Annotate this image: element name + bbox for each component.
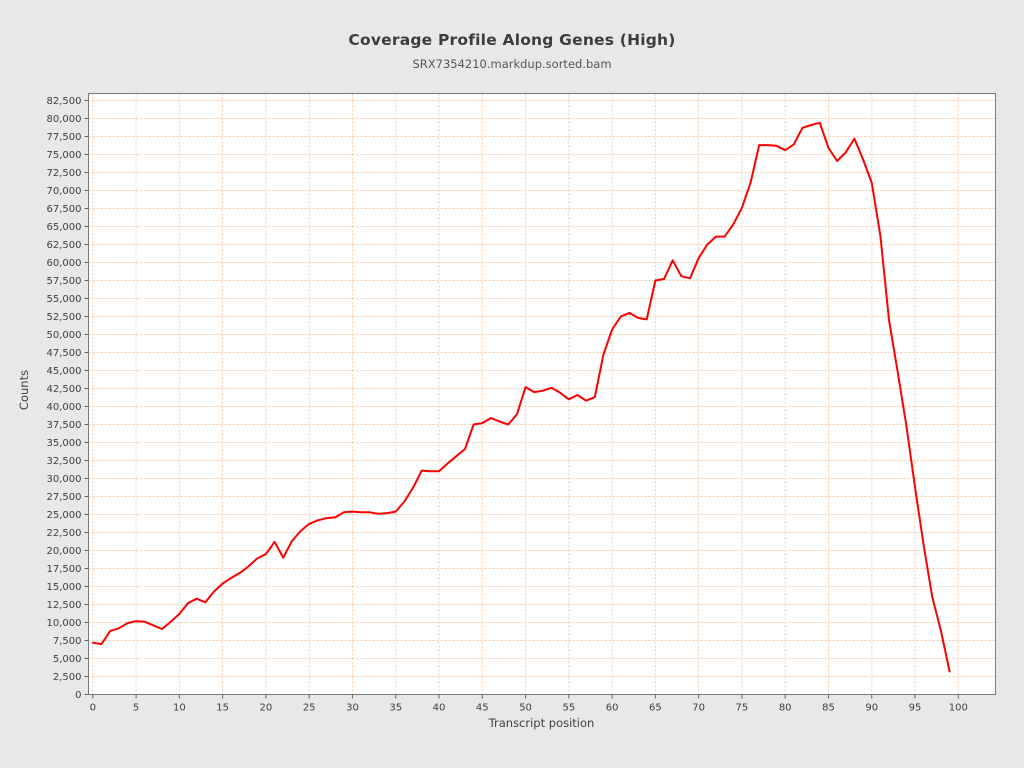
y-tick-label: 30,000 (47, 474, 82, 485)
plot-background (88, 93, 996, 695)
x-axis-title: Transcript position (488, 716, 595, 730)
y-tick-label: 52,500 (47, 312, 82, 323)
x-tick-label: 55 (562, 703, 575, 714)
y-tick-label: 10,000 (47, 618, 82, 629)
x-tick-label: 80 (779, 703, 792, 714)
y-tick-label: 62,500 (47, 240, 82, 251)
x-tick-label: 60 (606, 703, 619, 714)
x-tick-label: 5 (133, 703, 139, 714)
x-tick-label: 35 (389, 703, 402, 714)
x-tick-label: 15 (216, 703, 229, 714)
x-tick-label: 75 (736, 703, 749, 714)
y-tick-label: 75,000 (47, 150, 82, 161)
chart-title: Coverage Profile Along Genes (High) (348, 31, 676, 49)
x-tick-label: 45 (476, 703, 489, 714)
y-tick-label: 27,500 (47, 492, 82, 503)
y-tick-label: 2,500 (53, 672, 82, 683)
y-tick-label: 65,000 (47, 222, 82, 233)
x-tick-label: 0 (90, 703, 96, 714)
x-tick-label: 65 (649, 703, 662, 714)
y-tick-label: 12,500 (47, 600, 82, 611)
chart-subtitle: SRX7354210.markdup.sorted.bam (412, 57, 612, 71)
x-tick-label: 95 (909, 703, 922, 714)
y-tick-label: 45,000 (47, 366, 82, 377)
y-tick-label: 40,000 (47, 402, 82, 413)
x-tick-label: 70 (692, 703, 705, 714)
x-tick-label: 40 (433, 703, 446, 714)
y-tick-label: 50,000 (47, 330, 82, 341)
x-tick-label: 100 (949, 703, 968, 714)
x-tick-label: 10 (173, 703, 186, 714)
x-tick-label: 85 (822, 703, 835, 714)
y-tick-label: 15,000 (47, 582, 82, 593)
y-tick-label: 72,500 (47, 168, 82, 179)
y-tick-label: 35,000 (47, 438, 82, 449)
y-tick-label: 0 (75, 690, 81, 701)
y-tick-label: 80,000 (47, 114, 82, 125)
x-tick-label: 30 (346, 703, 359, 714)
y-tick-label: 20,000 (47, 546, 82, 557)
x-tick-label: 90 (865, 703, 878, 714)
y-axis-title: Counts (17, 369, 31, 411)
y-tick-label: 5,000 (53, 654, 82, 665)
y-tick-label: 37,500 (47, 420, 82, 431)
y-tick-label: 57,500 (47, 276, 82, 287)
plot-frame (88, 93, 996, 695)
y-tick-label: 55,000 (47, 294, 82, 305)
x-tick-label: 50 (519, 703, 532, 714)
y-tick-label: 7,500 (53, 636, 82, 647)
y-tick-label: 60,000 (47, 258, 82, 269)
y-tick-label: 25,000 (47, 510, 82, 521)
x-tick-label: 25 (303, 703, 316, 714)
y-tick-label: 17,500 (47, 564, 82, 575)
coverage-series-line (91, 121, 951, 673)
y-tick-label: 32,500 (47, 456, 82, 467)
y-tick-label: 77,500 (47, 132, 82, 143)
y-tick-label: 70,000 (47, 186, 82, 197)
y-tick-label: 22,500 (47, 528, 82, 539)
y-tick-label: 67,500 (47, 204, 82, 215)
y-tick-label: 42,500 (47, 384, 82, 395)
x-tick-label: 20 (260, 703, 273, 714)
y-tick-label: 82,500 (47, 96, 82, 107)
y-tick-label: 47,500 (47, 348, 82, 359)
